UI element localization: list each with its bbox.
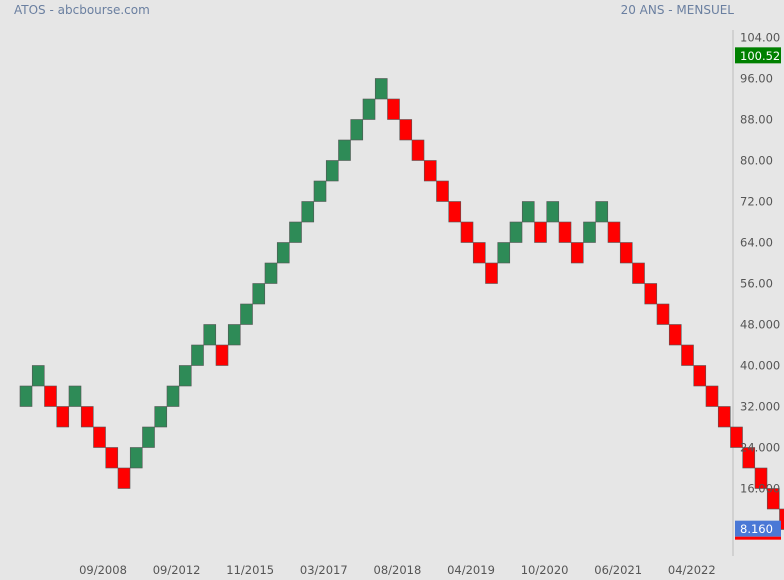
- renko-brick-down: [754, 467, 768, 489]
- renko-brick-up: [252, 283, 266, 305]
- y-tick-label: 24.000: [740, 441, 780, 455]
- renko-brick-down: [717, 406, 731, 428]
- renko-brick-up: [509, 221, 523, 243]
- period-label[interactable]: 20 ANS - MENSUEL: [620, 3, 734, 17]
- last_price-badge: [735, 47, 781, 64]
- renko-brick-up: [31, 365, 45, 387]
- renko-brick-down: [485, 262, 498, 284]
- renko-brick-down: [215, 344, 229, 366]
- renko-brick-up: [583, 221, 596, 243]
- x-tick-label: 11/2015: [226, 563, 274, 577]
- current_price-label: 8.160: [740, 522, 773, 536]
- y-tick-label: 96.00: [740, 72, 773, 86]
- renko-brick-down: [436, 180, 449, 202]
- y-tick-label: 64.00: [740, 236, 773, 250]
- renko-brick-down: [460, 221, 474, 243]
- last_price-label: 100.52: [740, 49, 780, 63]
- renko-brick-up: [276, 242, 290, 264]
- renko-brick-up: [178, 365, 192, 387]
- renko-brick-down: [448, 201, 462, 223]
- y-tick-label: 32.000: [740, 400, 780, 414]
- x-tick-label: 04/2022: [668, 563, 716, 577]
- y-tick-label: 56.00: [740, 277, 773, 291]
- renko-brick-down: [607, 221, 621, 243]
- renko-brick-up: [595, 201, 609, 223]
- renko-brick-down: [411, 139, 425, 161]
- y-tick-label: 72.00: [740, 195, 773, 209]
- x-tick-label: 09/2008: [79, 563, 127, 577]
- renko-brick-down: [387, 98, 400, 120]
- renko-brick-down: [558, 221, 572, 243]
- renko-brick-down: [656, 303, 670, 325]
- renko-brick-down: [632, 262, 645, 284]
- renko-brick-up: [301, 201, 315, 223]
- renko-brick-up: [338, 139, 351, 161]
- renko-brick-down: [117, 467, 131, 489]
- renko-brick-up: [129, 447, 143, 469]
- y-tick-label: 104.00: [740, 31, 780, 45]
- renko-brick-down: [44, 385, 57, 407]
- y-tick-label: 80.00: [740, 154, 773, 168]
- x-tick-label: 09/2012: [153, 563, 201, 577]
- x-tick-label: 03/2017: [300, 563, 348, 577]
- renko-brick-up: [203, 324, 217, 346]
- renko-brick-down: [472, 242, 486, 264]
- renko-brick-up: [313, 180, 327, 202]
- renko-brick-up: [521, 201, 535, 223]
- y-tick-label: 88.00: [740, 113, 773, 127]
- renko-brick-down: [779, 508, 784, 530]
- renko-brick-down: [105, 447, 119, 469]
- x-tick-label: 04/2019: [447, 563, 495, 577]
- x-tick-label: 10/2020: [521, 563, 569, 577]
- renko-brick-down: [681, 344, 694, 366]
- renko-brick-up: [546, 201, 560, 223]
- renko-brick-up: [166, 385, 180, 407]
- renko-brick-down: [644, 283, 658, 305]
- renko-brick-up: [497, 242, 511, 264]
- x-tick-label: 06/2021: [594, 563, 642, 577]
- renko-brick-down: [730, 426, 743, 448]
- renko-brick-down: [93, 426, 106, 448]
- renko-brick-down: [705, 385, 719, 407]
- renko-brick-up: [374, 78, 388, 100]
- renko-brick-down: [742, 447, 756, 469]
- current_price-badge: [735, 520, 781, 537]
- y-tick-label: 40.000: [740, 359, 780, 373]
- renko-brick-down: [534, 221, 547, 243]
- renko-brick-down: [693, 365, 707, 387]
- renko-brick-up: [142, 426, 155, 448]
- renko-brick-down: [56, 406, 70, 428]
- renko-brick-up: [289, 221, 302, 243]
- chart-title: ATOS - abcbourse.com: [14, 3, 150, 17]
- y-tick-label: 48.000: [740, 318, 780, 332]
- renko-brick-up: [350, 119, 364, 141]
- renko-brick-up: [264, 262, 278, 284]
- renko-brick-down: [80, 406, 94, 428]
- renko-brick-up: [362, 98, 376, 120]
- renko-brick-down: [619, 242, 633, 264]
- renko-brick-up: [325, 160, 339, 182]
- renko-brick-down: [399, 119, 413, 141]
- renko-brick-down: [570, 242, 584, 264]
- x-tick-label: 08/2018: [374, 563, 422, 577]
- renko-brick-down: [668, 324, 682, 346]
- renko-brick-up: [19, 385, 33, 407]
- renko-brick-up: [154, 406, 168, 428]
- renko-brick-up: [191, 344, 204, 366]
- current-price-strip: [735, 536, 781, 540]
- renko-brick-up: [240, 303, 253, 325]
- renko-brick-down: [423, 160, 437, 182]
- y-tick-label: 16.000: [740, 482, 780, 496]
- renko-brick-up: [227, 324, 241, 346]
- renko-brick-down: [766, 488, 780, 510]
- renko-brick-up: [68, 385, 82, 407]
